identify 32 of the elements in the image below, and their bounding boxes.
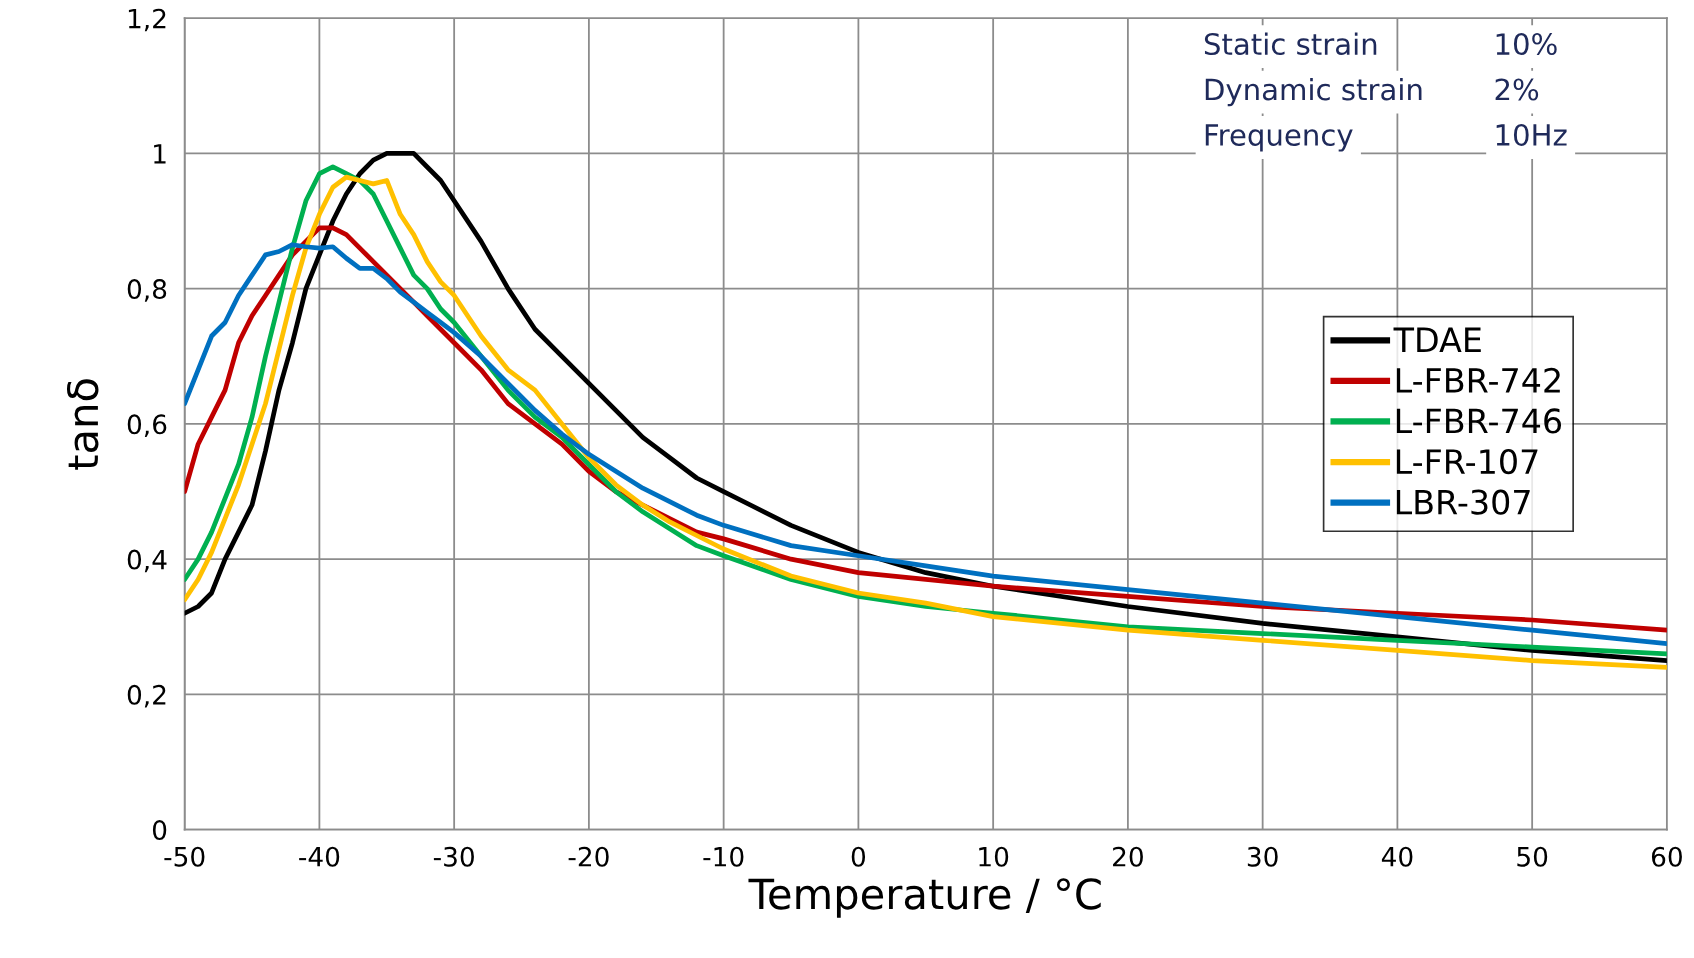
y-tick-label: 1,2 [128, 8, 166, 32]
legend-label: L-FR-107 [1396, 448, 1538, 475]
x-tick-label: 30 [1247, 846, 1278, 867]
x-tick-label: -40 [299, 846, 340, 867]
legend-label: L-FBR-746 [1396, 408, 1562, 434]
annotation: Frequency [1205, 124, 1353, 152]
legend-label: L-FBR-742 [1396, 367, 1560, 393]
y-tick-label: 0,6 [127, 414, 167, 438]
x-tick-label: -50 [164, 846, 205, 867]
x-tick-label: -10 [703, 846, 744, 867]
annotation: 2% [1495, 78, 1539, 101]
legend-label: TDAE [1393, 327, 1481, 352]
annotation: 10% [1496, 33, 1557, 56]
annotation: 10Hz [1496, 123, 1567, 146]
x-tick-label: 40 [1381, 846, 1413, 867]
x-tick-label: 20 [1113, 846, 1143, 867]
y-tick-label: 0,4 [127, 549, 167, 573]
x-tick-label: 60 [1651, 846, 1682, 867]
y-tick-label: 0,8 [127, 279, 167, 302]
annotation: Dynamic strain [1205, 77, 1422, 107]
annotation: Static strain [1204, 32, 1377, 56]
x-tick-label: 0 [851, 846, 866, 867]
x-tick-label: -20 [568, 846, 609, 867]
y-tick-label: 1 [154, 144, 166, 164]
legend-label: LBR-307 [1396, 489, 1530, 515]
x-tick-label: -30 [433, 846, 474, 867]
y-tick-label: 0 [152, 820, 167, 841]
x-tick-label: 10 [979, 846, 1009, 867]
y-axis-title: tanδ [66, 379, 99, 470]
y-tick-label: 0,2 [127, 684, 166, 708]
x-axis-title: Temperature / °C [748, 878, 1101, 918]
x-tick-label: 50 [1517, 846, 1548, 867]
